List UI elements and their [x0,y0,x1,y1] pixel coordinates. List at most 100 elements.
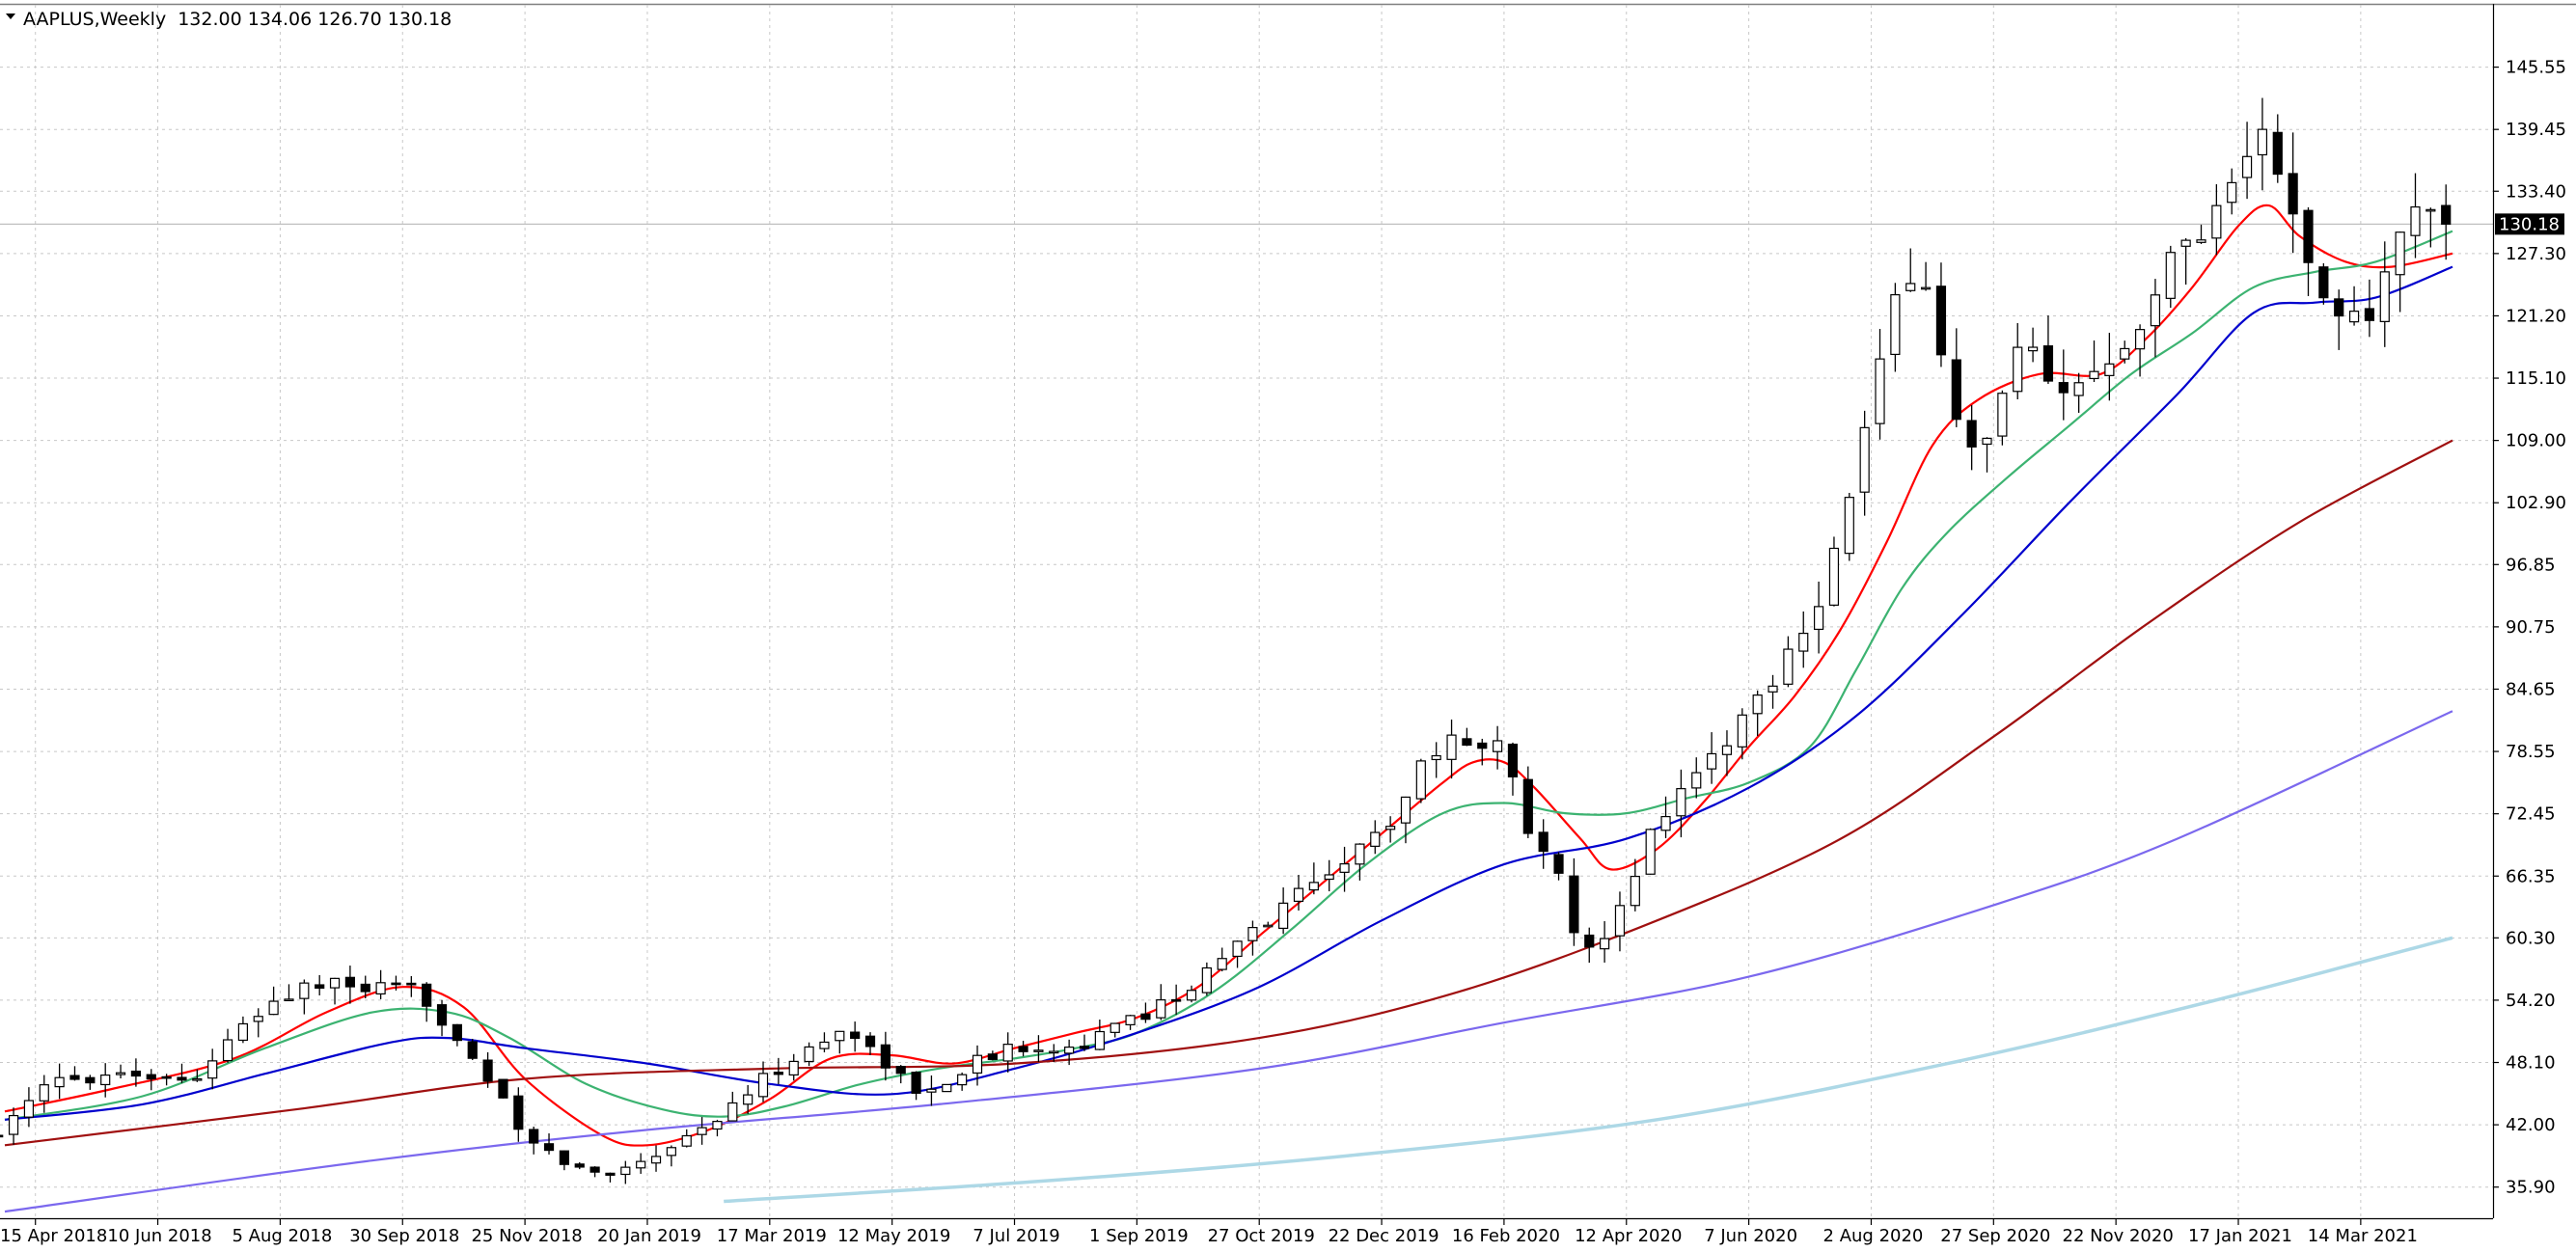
candle[interactable] [284,984,294,1002]
candle[interactable] [1247,920,1258,956]
candle[interactable] [1064,1039,1075,1066]
candle[interactable] [2425,207,2436,248]
candle[interactable] [1553,852,1564,881]
candle[interactable] [1752,690,1763,737]
candle[interactable] [2150,279,2161,358]
candle[interactable] [1707,732,1717,784]
candle[interactable] [1645,828,1656,875]
candle[interactable] [100,1063,111,1098]
candlesticks[interactable] [0,97,2452,1184]
candle[interactable] [2348,286,2360,326]
candle[interactable] [1493,725,1503,770]
candle[interactable] [0,1125,4,1148]
candle[interactable] [1783,636,1794,688]
candle[interactable] [1507,742,1519,796]
candle[interactable] [650,1145,662,1172]
candle[interactable] [1339,846,1350,892]
candle[interactable] [2318,262,2329,305]
candle[interactable] [207,1048,218,1090]
candle[interactable] [513,1087,524,1142]
candle[interactable] [23,1087,35,1128]
candle[interactable] [2241,122,2253,200]
candle[interactable] [1110,1022,1120,1038]
candle[interactable] [1737,708,1747,760]
candle[interactable] [268,986,279,1016]
candle[interactable] [2013,322,2023,400]
candle[interactable] [1355,843,1365,881]
candle[interactable] [2288,132,2298,254]
candle[interactable] [344,966,355,1004]
candle[interactable] [391,975,401,991]
candle[interactable] [2334,289,2344,350]
candle[interactable] [192,1069,203,1082]
candle[interactable] [1798,611,1809,668]
candle[interactable] [972,1045,983,1086]
candle[interactable] [1584,927,1595,964]
candle[interactable] [1951,328,1961,427]
candle[interactable] [2211,184,2222,256]
candle[interactable] [1966,405,1977,471]
candle[interactable] [2272,114,2283,183]
candle[interactable] [819,1032,830,1052]
candle[interactable] [850,1021,861,1052]
candle[interactable] [1614,891,1626,952]
candle[interactable] [1522,766,1533,838]
candle[interactable] [406,975,417,997]
candle[interactable] [911,1071,921,1101]
candle[interactable] [1676,769,1686,838]
candle[interactable] [1263,921,1274,928]
candle[interactable] [2227,168,2237,215]
candle[interactable] [1691,757,1702,799]
candle[interactable] [1721,730,1733,776]
candle[interactable] [1997,390,2008,446]
candle[interactable] [2180,237,2191,286]
candle[interactable] [329,977,341,1005]
candle[interactable] [360,975,370,998]
candle[interactable] [1018,1041,1028,1057]
candle[interactable] [1660,796,1671,839]
candle[interactable] [1630,858,1640,912]
candle[interactable] [529,1127,539,1155]
candle[interactable] [666,1145,676,1167]
candle[interactable] [1905,248,1916,292]
candle[interactable] [2364,279,2375,338]
candle[interactable] [1278,887,1289,935]
candle[interactable] [2027,327,2039,363]
candle[interactable] [987,1050,998,1061]
candle[interactable] [422,982,432,1022]
candle[interactable] [2165,245,2176,309]
candle[interactable] [1400,796,1411,844]
candle[interactable] [1859,410,1870,516]
candle[interactable] [2410,173,2421,259]
candle[interactable] [1140,1002,1151,1023]
candle[interactable] [39,1075,49,1113]
candle[interactable] [605,1172,616,1183]
candle[interactable] [1201,962,1212,996]
candle[interactable] [2104,332,2115,401]
candle[interactable] [757,1061,769,1102]
candle[interactable] [482,1051,493,1088]
candle[interactable] [69,1066,80,1081]
candle[interactable] [161,1074,172,1086]
candle[interactable] [636,1153,646,1174]
candle[interactable] [2196,224,2206,245]
candle[interactable] [1308,862,1319,895]
candle[interactable] [926,1075,937,1106]
candle[interactable] [253,1008,263,1038]
candle[interactable] [2379,241,2390,347]
candle[interactable] [2058,349,2069,421]
candle[interactable] [1033,1035,1044,1063]
candle[interactable] [222,1028,233,1063]
candle[interactable] [1875,329,1885,440]
candle[interactable] [574,1162,585,1170]
candle[interactable] [2257,97,2268,191]
candle[interactable] [177,1063,187,1083]
candle[interactable] [1813,581,1824,654]
candle[interactable] [467,1038,478,1061]
candle[interactable] [85,1075,96,1090]
candle[interactable] [895,1065,906,1084]
candle[interactable] [8,1107,19,1145]
candle[interactable] [1125,1015,1136,1030]
candle[interactable] [1217,947,1227,972]
candle[interactable] [299,979,310,1015]
